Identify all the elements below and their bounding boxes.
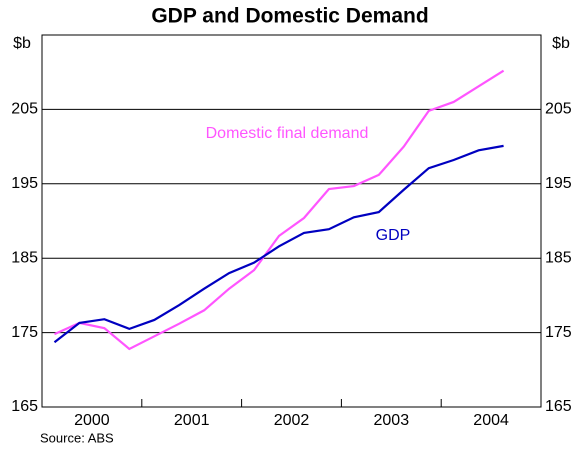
plot-frame: [41, 34, 542, 408]
x-tick-label: 2004: [473, 412, 509, 429]
y-tick-label: 195: [11, 175, 38, 192]
chart-title: GDP and Domestic Demand: [151, 5, 428, 28]
y-tick-label: 165: [11, 398, 38, 415]
series-label: Domestic final demand: [206, 125, 369, 142]
x-tick-label: 2000: [74, 412, 110, 429]
y2-tick-label: 185: [545, 249, 572, 266]
y-tick-label: 185: [11, 249, 38, 266]
y2-tick-label: 165: [545, 398, 572, 415]
source-note: Source: ABS: [40, 430, 114, 445]
y-unit-left: $b: [13, 35, 31, 52]
y-tick-label: 175: [11, 324, 38, 341]
x-tick-label: 2002: [274, 412, 310, 429]
x-tick-label: 2003: [374, 412, 410, 429]
y-tick-label: 205: [11, 101, 38, 118]
y2-tick-label: 195: [545, 175, 572, 192]
y2-tick-label: 175: [545, 324, 572, 341]
series-line: [53, 144, 504, 344]
x-tick-label: 2001: [174, 412, 210, 429]
series-label: GDP: [376, 227, 411, 244]
y-unit-right: $b: [552, 35, 570, 52]
y2-tick-label: 205: [545, 101, 572, 118]
series-line: [54, 69, 505, 351]
